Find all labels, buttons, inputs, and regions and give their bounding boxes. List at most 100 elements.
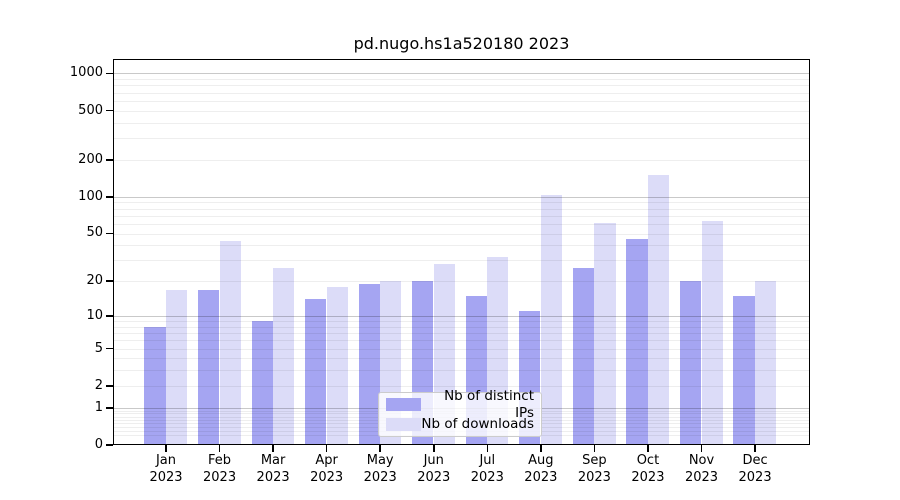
y-tick — [106, 385, 113, 387]
y-tick-label: 1000 — [69, 65, 103, 81]
y-gridline-minor — [113, 333, 810, 335]
bar-downloads-feb — [219, 241, 241, 445]
y-tick — [106, 280, 113, 283]
x-tick-label-nov: Nov 2023 — [684, 453, 719, 485]
x-tick-label-apr: Apr 2023 — [310, 453, 344, 485]
y-gridline-minor — [113, 321, 810, 323]
y-gridline-minor — [113, 245, 810, 247]
x-tick-label-mar: Mar 2023 — [256, 453, 290, 485]
y-gridline-minor — [113, 233, 810, 235]
y-gridline-minor — [113, 281, 810, 283]
y-tick — [106, 195, 113, 198]
x-tick-label-jul: Jul 2023 — [470, 453, 504, 485]
x-tick — [218, 445, 221, 452]
bar-downloads-mar — [273, 267, 295, 445]
y-tick — [106, 444, 113, 446]
bar-distinct-ips-apr — [305, 299, 327, 445]
x-tick — [325, 445, 328, 452]
legend-swatch-downloads — [386, 418, 421, 431]
y-gridline-minor — [113, 385, 810, 387]
bar-distinct-ips-oct — [626, 239, 648, 445]
y-tick-label: 0 — [94, 437, 103, 452]
bar-distinct-ips-sep — [572, 267, 594, 445]
x-tick-label-feb: Feb 2023 — [203, 453, 237, 485]
x-tick — [540, 445, 542, 452]
y-gridline-minor — [113, 159, 810, 161]
y-tick-label: 200 — [78, 151, 103, 167]
y-tick — [106, 232, 113, 235]
y-tick — [106, 315, 113, 317]
bar-downloads-sep — [594, 222, 616, 445]
legend: Nb of distinct IPs Nb of downloads — [378, 388, 542, 437]
x-tick — [593, 445, 596, 452]
y-tick — [106, 72, 113, 75]
bar-downloads-nov — [701, 221, 723, 445]
y-gridline-minor — [113, 85, 810, 87]
bar-downloads-apr — [326, 286, 348, 445]
legend-item-distinct-ips: Nb of distinct IPs — [386, 388, 534, 421]
y-gridline-minor — [113, 202, 810, 204]
x-tick-label-jun: Jun 2023 — [417, 453, 451, 485]
y-tick-label: 20 — [86, 273, 103, 289]
x-tick-label-jan: Jan 2023 — [149, 453, 183, 485]
bar-distinct-ips-feb — [197, 289, 220, 445]
x-tick — [647, 445, 649, 452]
bar-distinct-ips-nov — [679, 281, 702, 445]
y-gridline-minor — [113, 340, 810, 342]
x-tick-label-sep: Sep 2023 — [577, 453, 611, 485]
bar-downloads-jan — [166, 289, 188, 445]
y-tick — [106, 158, 113, 161]
x-tick-label-oct: Oct 2023 — [631, 453, 665, 485]
y-gridline-minor — [113, 260, 810, 262]
x-tick — [272, 445, 274, 452]
y-tick — [106, 347, 113, 350]
y-tick-label: 50 — [86, 225, 103, 241]
legend-swatch-distinct-ips — [386, 398, 421, 411]
x-tick — [700, 445, 703, 452]
y-tick-label: 10 — [86, 308, 103, 323]
y-gridline-minor — [113, 215, 810, 217]
x-tick — [165, 445, 167, 452]
bar-distinct-ips-dec — [733, 295, 755, 445]
x-tick — [754, 445, 756, 452]
x-tick-label-aug: Aug 2023 — [524, 453, 558, 485]
y-gridline-minor — [113, 92, 810, 94]
y-tick-label: 2 — [94, 377, 103, 393]
y-gridline-minor — [113, 138, 810, 139]
bar-distinct-ips-jan — [144, 326, 166, 445]
y-gridline-minor — [113, 358, 810, 360]
bar-distinct-ips-mar — [251, 321, 273, 445]
y-gridline-minor — [113, 122, 810, 124]
x-tick — [379, 445, 381, 452]
y-tick-label: 5 — [94, 340, 103, 356]
y-gridline-minor — [113, 370, 810, 372]
legend-item-downloads: Nb of downloads — [386, 416, 534, 433]
y-tick-label: 500 — [78, 102, 103, 118]
y-gridline-major — [113, 196, 810, 198]
chart-title: pd.nugo.hs1a520180 2023 — [353, 34, 570, 53]
y-tick — [106, 406, 113, 409]
y-gridline-minor — [113, 79, 810, 80]
legend-label-downloads: Nb of downloads — [421, 416, 534, 432]
legend-label-distinct-ips: Nb of distinct IPs — [444, 387, 534, 421]
y-gridline-major — [113, 316, 810, 317]
y-gridline-minor — [113, 223, 810, 225]
y-gridline-minor — [113, 208, 810, 210]
x-tick — [486, 445, 489, 452]
x-tick-label-may: May 2023 — [363, 453, 397, 485]
y-gridline-minor — [113, 110, 810, 112]
x-tick-label-dec: Dec 2023 — [738, 453, 772, 485]
y-tick-label: 1 — [94, 399, 103, 415]
y-gridline-major — [113, 73, 810, 75]
y-gridline-minor — [113, 348, 810, 350]
y-tick — [106, 109, 113, 112]
bar-downloads-dec — [755, 281, 777, 445]
y-gridline-minor — [113, 100, 810, 102]
bar-distinct-ips-may — [358, 283, 380, 445]
y-tick-label: 100 — [78, 188, 103, 204]
x-tick — [432, 445, 435, 452]
y-gridline-minor — [113, 326, 810, 328]
bar-downloads-aug — [540, 194, 563, 445]
bar-downloads-oct — [647, 175, 670, 445]
